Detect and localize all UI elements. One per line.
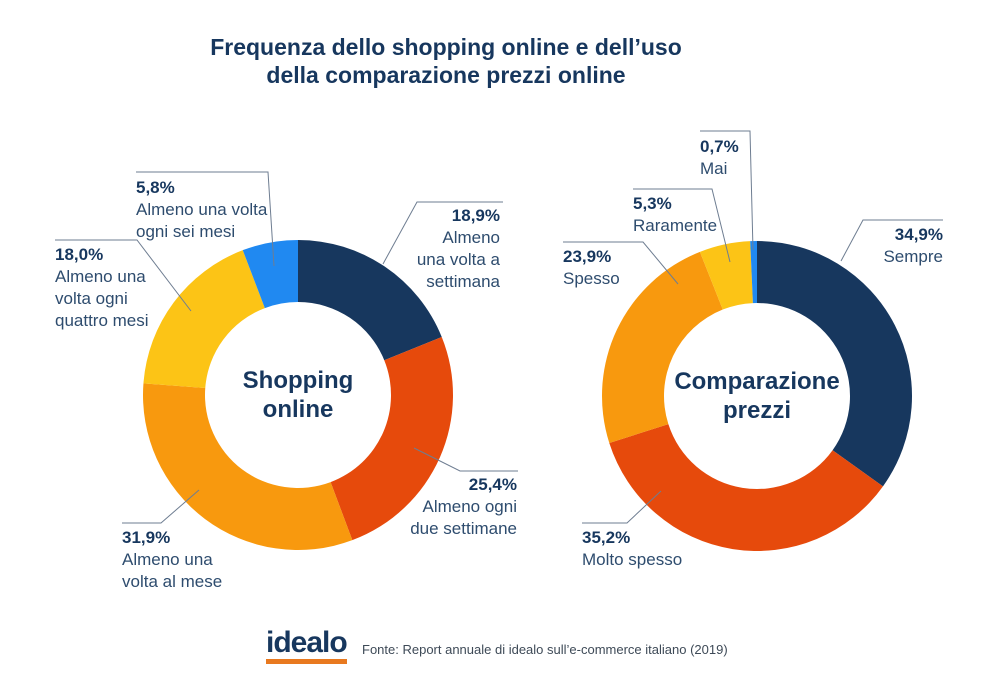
donut-segment-almeno-ogni-due-settimane [330,337,453,541]
segment-label-text: quattro mesi [55,311,149,330]
segment-percentage: 31,9% [122,528,171,547]
segment-label-almeno-una-volta-ogni-sei-mesi: 5,8% Almeno una volta ogni sei mesi [136,177,267,243]
leader-line-almeno-ogni-due-settimane [413,447,518,472]
donut-segment-almeno-una-volta-a-settimana [298,240,442,361]
donut-center-label-shopping-online: Shopping online [188,366,408,424]
donut-segment-almeno-una-volta-al-mese [142,383,353,551]
segment-label-almeno-una-volta-ogni-quattro-mesi: 18,0% Almeno una volta ogni quattro mesi [55,244,149,332]
segment-percentage: 35,2% [582,528,631,547]
footer: idealo Fonte: Report annuale di idealo s… [0,627,1000,677]
segment-label-text: settimana [426,272,500,291]
segment-label-text: Almeno ogni [422,497,517,516]
donut-segment-sempre [757,241,913,487]
donut-segment-molto-spesso [609,424,883,552]
segment-percentage: 18,9% [451,206,500,225]
segment-label-mai: 0,7% Mai [700,136,739,180]
chart-title: Frequenza dello shopping online e dell’u… [186,33,706,89]
donut-comparazione-prezzi [602,241,913,552]
segment-percentage: 5,3% [633,194,672,213]
segment-percentage: 25,4% [468,475,517,494]
title-line-2: della comparazione prezzi online [266,62,626,88]
title-line-1: Frequenza dello shopping online e dell’u… [210,34,682,60]
idealo-logo: idealo [266,627,348,664]
donut-segment-spesso [602,251,723,443]
center-label-line: prezzi [722,397,791,424]
segment-label-text: Almeno [442,228,500,247]
donut-shopping-online [142,240,453,551]
segment-percentage: 0,7% [700,137,739,156]
segment-label-sempre: 34,9% Sempre [883,224,943,268]
leader-line-almeno-una-volta-al-mese [122,489,200,524]
segment-percentage: 18,0% [55,245,104,264]
segment-label-text: volta al mese [122,572,223,591]
center-label-line: Comparazione [674,368,840,395]
leader-line-almeno-una-volta-a-settimana [382,201,503,265]
segment-label-text: Spesso [563,269,620,288]
leader-line-spesso [563,241,679,285]
donut-segment-almeno-una-volta-ogni-sei-mesi [242,240,298,309]
source-text: Fonte: Report annuale di idealo sull’e-c… [362,642,728,657]
segment-label-text: ogni sei mesi [136,222,236,241]
donut-segment-raramente [699,241,753,310]
leader-line-mai [700,130,754,251]
donut-segment-almeno-una-volta-ogni-quattro-mesi [143,250,265,388]
center-label-line: Shopping [242,367,354,394]
segment-label-almeno-una-volta-a-settimana: 18,9% Almeno una volta a settimana [417,205,500,293]
segment-label-text: Almeno una [122,550,213,569]
segment-label-text: Molto spesso [582,550,683,569]
segment-label-spesso: 23,9% Spesso [563,246,620,290]
segment-percentage: 5,8% [136,178,175,197]
segment-label-text: Almeno una volta [136,200,268,219]
donut-center-label-comparazione-prezzi: Comparazione prezzi [647,367,867,425]
center-label-line: online [262,396,334,423]
segment-label-text: volta ogni [55,289,128,308]
leader-line-sempre [840,219,943,262]
segment-percentage: 23,9% [563,247,612,266]
donut-segment-mai [750,241,757,304]
segment-label-almeno-una-volta-al-mese: 31,9% Almeno una volta al mese [122,527,222,593]
segment-label-text: Almeno una [55,267,146,286]
leader-line-almeno-una-volta-ogni-quattro-mesi [55,239,192,312]
leader-line-raramente [633,188,731,263]
leader-line-molto-spesso [582,490,662,524]
segment-label-raramente: 5,3% Raramente [633,193,717,237]
segment-label-molto-spesso: 35,2% Molto spesso [582,527,682,571]
segment-label-text: una volta a [416,250,500,269]
segment-percentage: 34,9% [894,225,943,244]
leader-line-almeno-una-volta-ogni-sei-mesi [136,171,275,267]
segment-label-text: due settimane [410,519,517,538]
segment-label-text: Sempre [883,247,943,266]
segment-label-text: Raramente [633,216,718,235]
segment-label-almeno-ogni-due-settimane: 25,4% Almeno ogni due settimane [410,474,517,540]
segment-label-text: Mai [700,159,728,178]
